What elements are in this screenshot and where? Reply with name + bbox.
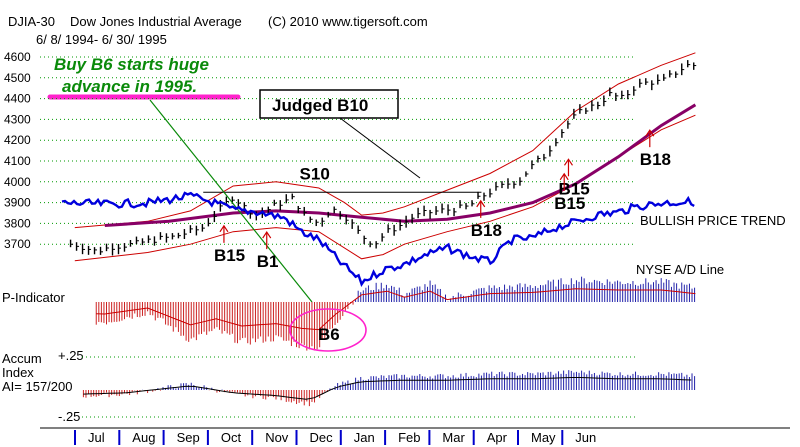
month-label-aug: Aug [132, 430, 155, 445]
green-pointer-line [149, 99, 313, 303]
minus25-label: -.25 [58, 409, 80, 424]
month-label-may: May [531, 430, 556, 445]
y-tick-label: 3900 [4, 196, 31, 210]
symbol-label: DJIA-30 [8, 14, 55, 29]
copyright-label: (C) 2010 www.tigersoft.com [268, 14, 428, 29]
month-label-apr: Apr [487, 430, 508, 445]
accum-ma [83, 377, 692, 400]
month-label-feb: Feb [398, 430, 420, 445]
month-label-jul: Jul [88, 430, 105, 445]
month-label-jun: Jun [575, 430, 596, 445]
p-indicator-ma [96, 288, 696, 331]
upper-band-line [74, 52, 696, 229]
signal-s10: S10 [300, 165, 330, 184]
signal-arrowhead [219, 224, 229, 233]
judged-pointer-line [339, 117, 421, 179]
y-tick-label: 4200 [4, 133, 31, 147]
signal-arrowhead [645, 129, 655, 137]
month-label-oct: Oct [221, 430, 242, 445]
signal-arrowhead [563, 158, 573, 166]
month-label-mar: Mar [442, 430, 465, 445]
ai-label: AI= 157/200 [2, 379, 72, 394]
moving-average-line [104, 103, 697, 227]
y-tick-label: 4600 [4, 50, 31, 64]
signal-b15: B15 [558, 179, 589, 198]
annotation-line2: advance in 1995. [62, 77, 197, 96]
signal-arrowhead [262, 230, 272, 239]
y-tick-label: 4500 [4, 71, 31, 85]
signal-b18: B18 [640, 150, 671, 169]
y-tick-label: 4300 [4, 112, 31, 126]
p-indicator-label: P-Indicator [2, 290, 66, 305]
annotation-line1: Buy B6 starts huge [54, 55, 209, 74]
month-label-sep: Sep [177, 430, 200, 445]
signal-b15: B15 [554, 194, 585, 213]
nyse-ad-label: NYSE A/D Line [636, 262, 724, 277]
bullish-label: BULLISH PRICE TREND [640, 213, 786, 228]
signal-arrowhead [476, 199, 486, 208]
judged-box [259, 89, 399, 119]
ad-line [61, 191, 695, 288]
date-range: 6/ 8/ 1994- 6/ 30/ 1995 [36, 32, 167, 47]
y-tick-label: 4400 [4, 92, 31, 106]
signal-b18: B18 [471, 221, 502, 240]
lower-band-line [74, 114, 696, 262]
signal-arrowhead [559, 172, 569, 181]
signal-b1: B1 [257, 252, 279, 271]
accum-label: Accum [2, 351, 42, 366]
month-label-jan: Jan [354, 430, 375, 445]
month-label-dec: Dec [310, 430, 334, 445]
y-tick-label: 3800 [4, 216, 31, 230]
index-label: Index [2, 365, 34, 380]
signal-b6: B6 [318, 325, 340, 344]
chart-title: Dow Jones Industrial Average [70, 14, 242, 29]
y-tick-label: 4000 [4, 175, 31, 189]
y-tick-label: 4100 [4, 154, 31, 168]
judged-label: Judged B10 [272, 96, 368, 115]
y-tick-label: 3700 [4, 237, 31, 251]
plus25-label: +.25 [58, 348, 84, 363]
month-label-nov: Nov [265, 430, 289, 445]
signal-b15: B15 [214, 246, 245, 265]
b6-circle [289, 308, 367, 352]
